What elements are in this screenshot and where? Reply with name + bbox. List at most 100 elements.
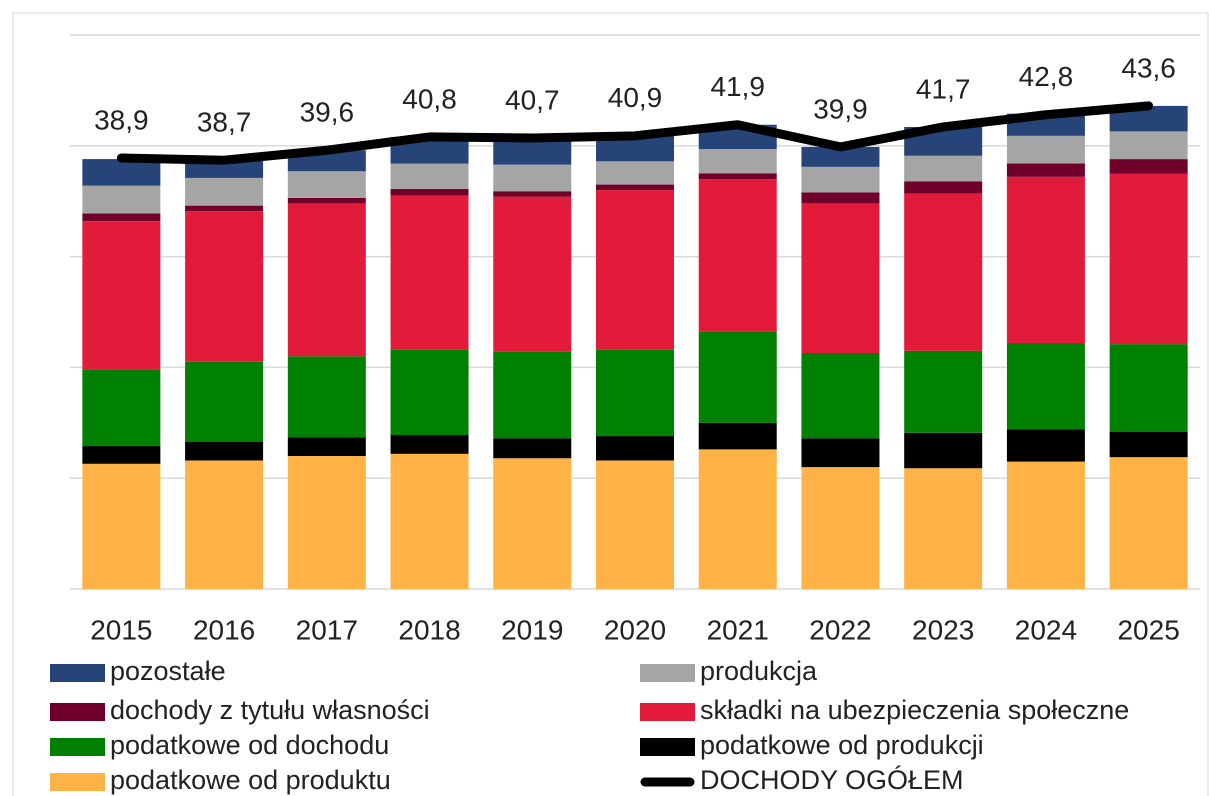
- x-tick-label: 2016: [193, 614, 255, 645]
- x-tick-label: 2022: [809, 614, 871, 645]
- bar-segment: [493, 458, 572, 589]
- bar-segment: [287, 356, 366, 438]
- legend-label: podatkowe od produkcji: [700, 730, 984, 760]
- x-tick-label: 2021: [707, 614, 769, 645]
- legend-swatch: [640, 738, 695, 756]
- legend-label: podatkowe od produktu: [110, 765, 391, 795]
- bar-segment: [1109, 344, 1188, 432]
- data-label: 41,7: [916, 73, 971, 104]
- bar-segment: [801, 467, 880, 589]
- legend-swatch: [640, 664, 695, 682]
- legend-swatch: [50, 738, 105, 756]
- bar-segment: [698, 179, 777, 332]
- bar-segment: [904, 155, 983, 182]
- bar-segment: [596, 349, 674, 437]
- data-label: 40,7: [505, 84, 560, 115]
- legend-swatch: [50, 664, 105, 682]
- bar-segment: [904, 181, 983, 194]
- bar-segment: [493, 191, 572, 197]
- bar-segment: [185, 211, 264, 362]
- bar-segment: [904, 193, 983, 351]
- data-label: 39,9: [813, 93, 868, 124]
- data-label: 39,6: [300, 97, 355, 128]
- bar-segment: [1006, 429, 1085, 462]
- bar-segment: [82, 159, 161, 186]
- legend-swatch: [50, 773, 105, 791]
- bar-segment: [82, 446, 161, 464]
- bar-segment: [390, 434, 469, 454]
- data-label: 42,8: [1019, 61, 1074, 92]
- total-line: [116, 101, 1154, 165]
- bar-segment: [287, 437, 366, 457]
- bar-segment: [1006, 163, 1085, 177]
- bar-segment: [390, 349, 469, 435]
- bar-segment: [82, 213, 161, 222]
- data-label: 38,7: [197, 107, 252, 138]
- bar-segment: [390, 163, 469, 190]
- bar-segment: [596, 460, 674, 589]
- bar-segment: [1109, 173, 1188, 345]
- data-label: 38,9: [94, 104, 149, 135]
- bar-segment: [1109, 457, 1188, 589]
- bar-segment: [596, 161, 674, 185]
- legend-label: składki na ubezpieczenia społeczne: [700, 695, 1129, 725]
- bar-segment: [904, 350, 983, 433]
- legend-swatch: [50, 703, 105, 721]
- bar-segment: [1109, 131, 1188, 160]
- x-tick-label: 2015: [90, 614, 152, 645]
- bar-segment: [801, 438, 880, 468]
- bar-segment: [287, 197, 366, 204]
- legend-label: produkcja: [700, 656, 818, 686]
- x-tick-label: 2023: [912, 614, 974, 645]
- bar-segment: [185, 441, 264, 461]
- x-tick-label: 2024: [1015, 614, 1077, 645]
- x-tick-label: 2025: [1117, 614, 1179, 645]
- bar-segment: [698, 449, 777, 589]
- legend-label: podatkowe od dochodu: [110, 730, 389, 760]
- bar-segment: [493, 164, 572, 192]
- data-label: 43,6: [1121, 52, 1176, 83]
- bar-segment: [904, 432, 983, 469]
- data-label: 41,9: [710, 71, 765, 102]
- bar-segment: [1109, 431, 1188, 458]
- bar-segment: [287, 203, 366, 357]
- bar-segment: [1006, 176, 1085, 344]
- legend-label: pozostałe: [110, 656, 226, 686]
- bar-segment: [801, 166, 880, 193]
- bar-segment: [698, 149, 777, 174]
- bar-segment: [801, 352, 880, 439]
- bar-segment: [185, 460, 264, 589]
- bar-segment: [82, 221, 161, 370]
- bar-segment: [1006, 343, 1085, 430]
- bar-segment: [185, 177, 264, 206]
- x-tick-label: 2017: [296, 614, 358, 645]
- bar-segment: [904, 468, 983, 589]
- bar-segment: [493, 438, 572, 459]
- bar-segment: [1109, 159, 1188, 174]
- bar-segment: [698, 331, 777, 423]
- bar-segment: [390, 195, 469, 350]
- bar-segment: [287, 171, 366, 198]
- bar-segment: [493, 351, 572, 439]
- bar-segment: [390, 453, 469, 589]
- bar-segment: [596, 436, 674, 461]
- bar-segment: [698, 422, 777, 450]
- bar-segment: [801, 192, 880, 204]
- bar-segment: [287, 456, 366, 589]
- bar-segment: [801, 146, 880, 167]
- legend-label: dochody z tytułu własności: [110, 695, 430, 725]
- bar-segment: [493, 196, 572, 352]
- bar-segment: [698, 173, 777, 180]
- bar-segment: [185, 361, 264, 442]
- legend-label: DOCHODY OGÓŁEM: [700, 764, 964, 795]
- bar-segment: [1006, 461, 1085, 589]
- bar-segment: [801, 203, 880, 353]
- bar-segment: [82, 185, 161, 214]
- bar-segment: [185, 160, 264, 178]
- x-tick-label: 2019: [501, 614, 563, 645]
- legend-swatch: [640, 703, 695, 721]
- bar-segment: [185, 205, 264, 212]
- x-tick-label: 2020: [604, 614, 666, 645]
